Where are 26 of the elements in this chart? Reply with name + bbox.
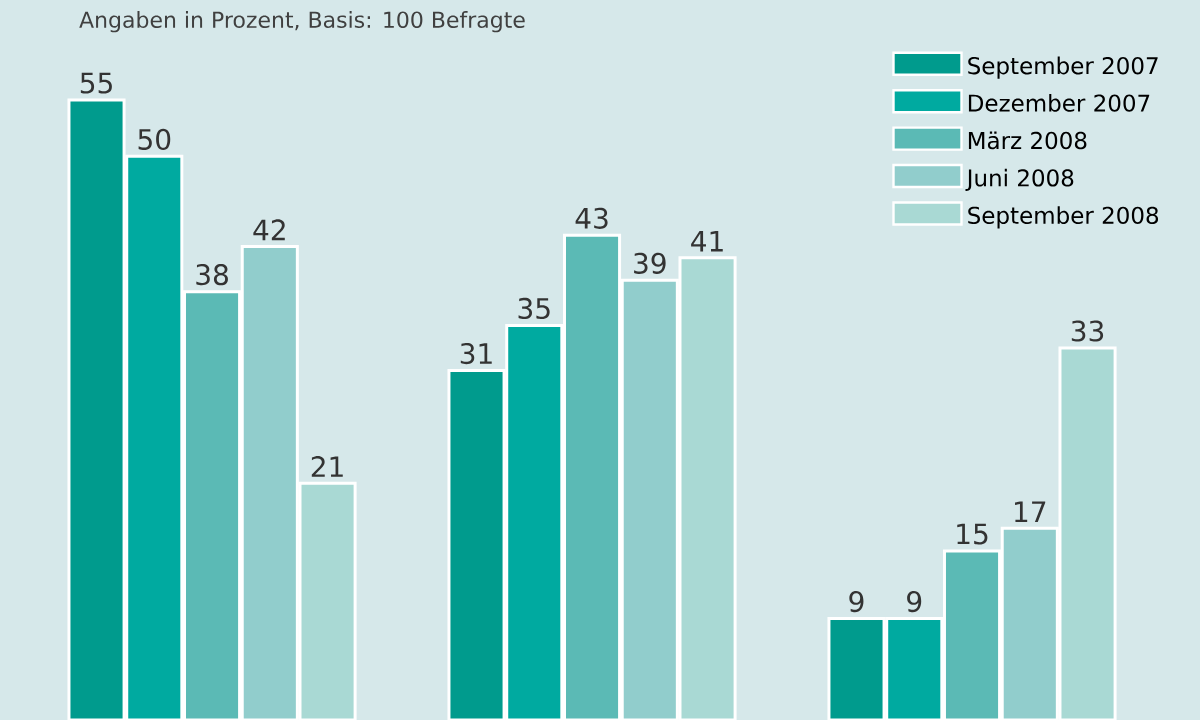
- data-label: 50: [138, 129, 171, 151]
- data-label: 43: [575, 207, 608, 230]
- data-label: 17: [1015, 501, 1046, 523]
- bar: [447, 369, 506, 722]
- data-label: 41: [691, 231, 723, 252]
- bar: [67, 98, 126, 722]
- data-label: 39: [634, 253, 666, 275]
- data-label: 15: [957, 523, 988, 545]
- data-label: 33: [1071, 320, 1104, 342]
- bar: [1058, 346, 1117, 722]
- data-label: 42: [253, 219, 285, 241]
- bar: [678, 256, 737, 722]
- legend-label: Dezember 2007: [968, 94, 1150, 113]
- legend-label: Juni 2008: [965, 169, 1074, 192]
- data-label: 21: [311, 456, 343, 478]
- data-label: 35: [518, 298, 550, 320]
- legend-label: März 2008: [968, 131, 1087, 150]
- data-label: 38: [196, 264, 228, 286]
- data-label: 55: [80, 73, 112, 94]
- data-label: 9: [907, 591, 922, 613]
- chart-subtitle: Angaben in Prozent, Basis: 100 Befragte: [79, 11, 525, 33]
- data-label: 9: [849, 591, 864, 613]
- bar: [827, 617, 886, 722]
- legend-label: September 2008: [968, 206, 1159, 229]
- data-label: 31: [460, 343, 492, 365]
- legend-label: September 2007: [968, 56, 1158, 80]
